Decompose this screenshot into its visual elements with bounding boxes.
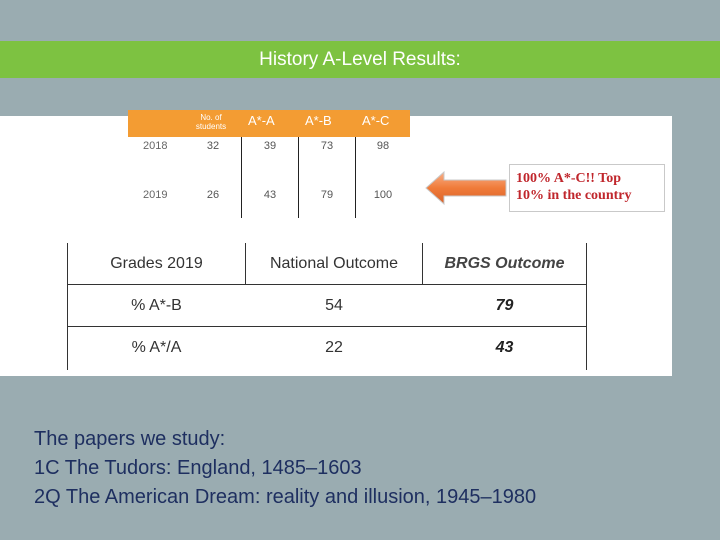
row-label: % A*-B: [131, 296, 182, 314]
title-bar: History A-Level Results:: [0, 41, 720, 78]
row-2019-students: 26: [206, 189, 220, 201]
header-a-star-a: A*-A: [248, 113, 275, 128]
paper-item: 1C The Tudors: England, 1485–1603: [34, 457, 362, 479]
col-divider: [355, 137, 356, 218]
national-value: 54: [325, 296, 343, 314]
row-2019-year: 2019: [143, 189, 168, 201]
national-value: 22: [325, 338, 343, 356]
row-2019-a-star-c: 100: [373, 189, 393, 201]
col-divider: [422, 243, 423, 284]
header-brgs-outcome: BRGS Outcome: [444, 254, 565, 272]
brgs-value: 43: [495, 338, 514, 356]
row-label: % A*/A: [131, 338, 182, 356]
callout-line-1: 100% A*-C!! Top: [516, 171, 622, 186]
row-2018-a-star-c: 98: [376, 140, 390, 152]
row-2019-a-star-b: 79: [320, 189, 334, 201]
table-row: % A*-B 54 79: [68, 285, 586, 327]
brgs-value: 79: [495, 296, 514, 314]
slide-title: History A-Level Results:: [259, 49, 461, 70]
paper-item: 2Q The American Dream: reality and illus…: [34, 486, 537, 508]
header-national-outcome: National Outcome: [269, 254, 399, 272]
row-2018-a-star-b: 73: [320, 140, 334, 152]
grades-table: Grades 2019 National Outcome BRGS Outcom…: [67, 243, 587, 370]
left-arrow-icon: [425, 170, 507, 206]
content-panel: [0, 116, 672, 376]
results-header-band: [128, 110, 410, 137]
row-2018-a-star-a: 39: [263, 140, 277, 152]
col-divider: [245, 243, 246, 284]
header-grades-2019: Grades 2019: [110, 254, 203, 272]
papers-heading: The papers we study:: [34, 428, 226, 450]
header-students: No. of students: [186, 113, 236, 133]
row-2018-year: 2018: [143, 140, 168, 152]
row-2018-students: 32: [206, 140, 220, 152]
row-2019-a-star-a: 43: [263, 189, 277, 201]
grades-header-row: Grades 2019 National Outcome BRGS Outcom…: [68, 243, 586, 285]
achievement-callout: 100% A*-C!! Top 10% in the country: [509, 164, 665, 212]
papers-section: The papers we study: 1C The Tudors: Engl…: [34, 425, 536, 512]
col-divider: [241, 137, 242, 218]
table-row: % A*/A 22 43: [68, 327, 586, 368]
header-a-star-b: A*-B: [305, 113, 332, 128]
callout-line-2: 10% in the country: [516, 188, 632, 203]
col-divider: [298, 137, 299, 218]
header-a-star-c: A*-C: [362, 113, 390, 128]
